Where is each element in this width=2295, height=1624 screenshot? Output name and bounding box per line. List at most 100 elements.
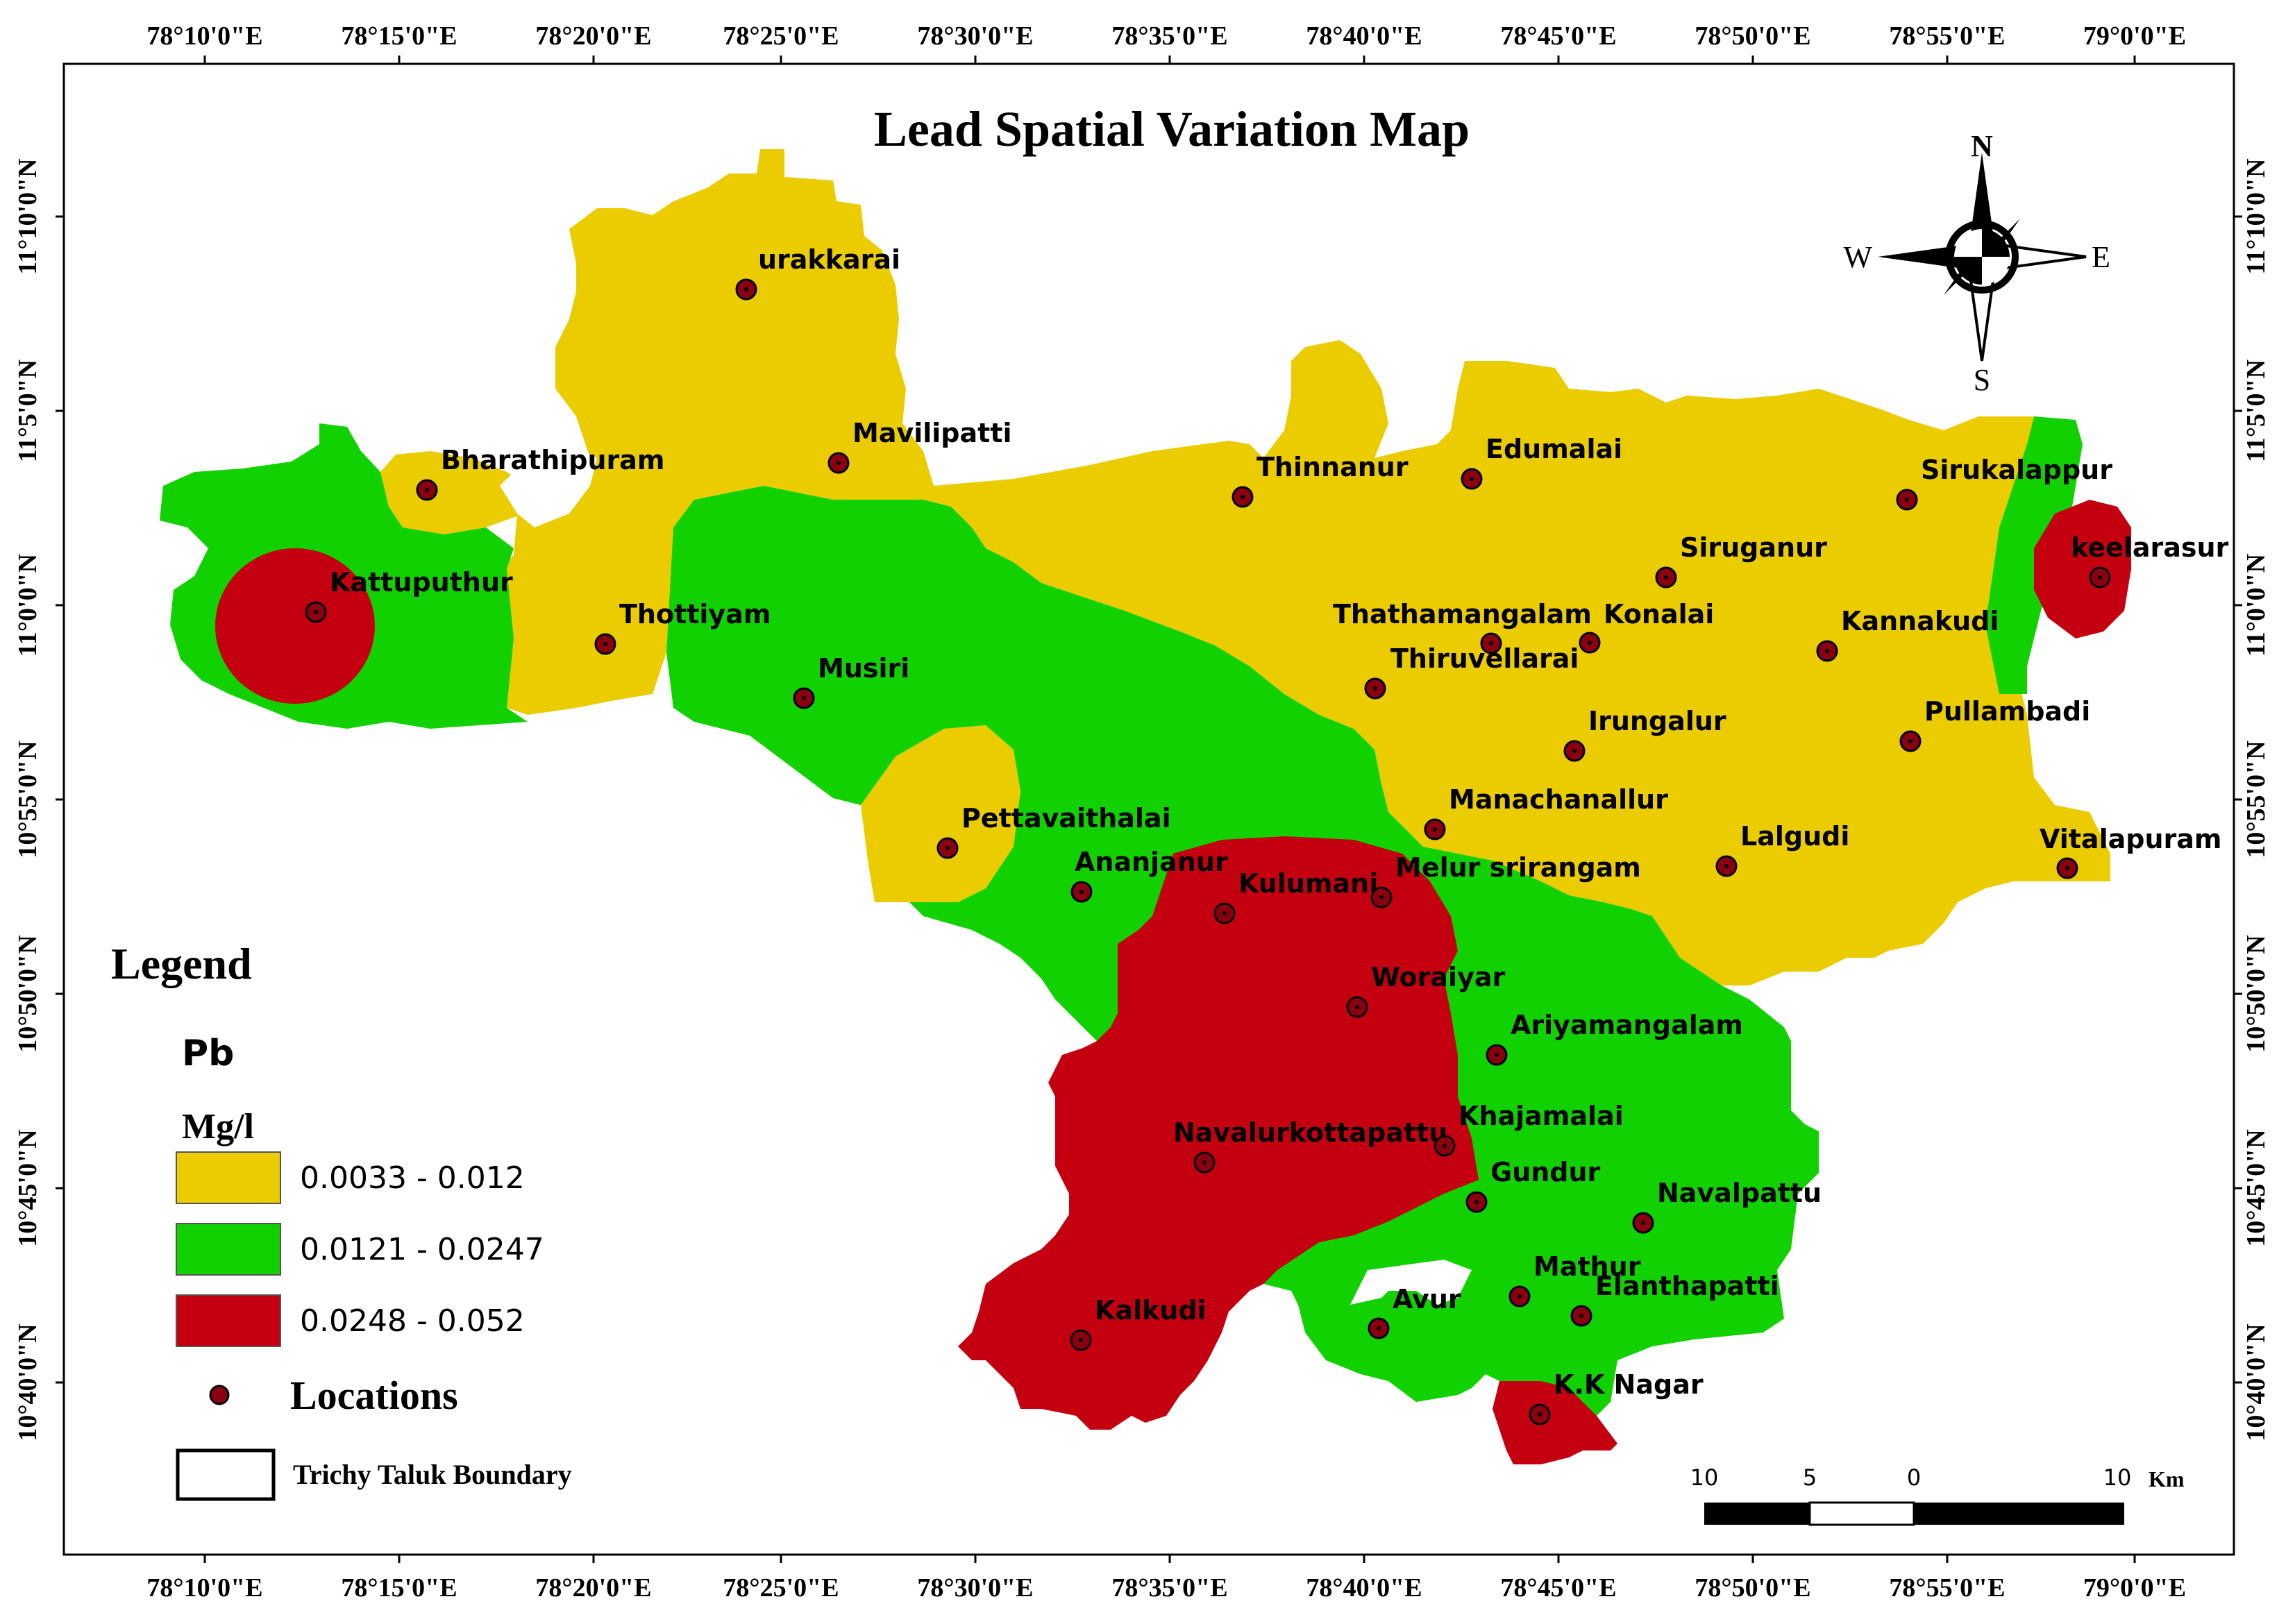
legend-boundary-label: Trichy Taluk Boundary (293, 1459, 572, 1490)
lat-tick-label-right: 10°40'0"N (2242, 1323, 2271, 1441)
location-dot-center (1579, 1314, 1583, 1318)
location-label: Kannakudi (1841, 606, 1999, 636)
location-marker: Musiri (793, 653, 909, 709)
lon-tick-label-bottom: 78°35'0"E (1111, 1573, 1227, 1602)
location-label: urakkarai (758, 244, 900, 275)
map-title: Lead Spatial Variation Map (874, 101, 1470, 157)
location-label: Thathamangalam (1333, 599, 1592, 629)
zone-class-3 (215, 500, 2131, 1464)
location-dot-center (1202, 1160, 1207, 1165)
location-label: Kulumani (1238, 868, 1378, 899)
lon-tick-label-top: 78°35'0"E (1111, 22, 1227, 51)
compass-w-label: W (1843, 240, 1872, 274)
location-dot-center (1222, 911, 1227, 915)
location-marker: Irungalur (1563, 706, 1726, 762)
location-dot-center (425, 488, 429, 492)
location-dot-center (1355, 1005, 1359, 1009)
lat-tick-label-right: 11°0'0"N (2242, 554, 2271, 657)
locations-layer: urakkarai Mavilipatti Bharathipuram Kattupu… (305, 244, 2229, 1426)
location-label: Bharathipuram (441, 445, 665, 475)
lat-tick-label-right: 10°50'0"N (2242, 935, 2271, 1052)
location-dot-center (1664, 575, 1668, 580)
lat-tick-label-left: 11°5'0"N (13, 360, 42, 462)
location-label: Thinnanur (1256, 452, 1409, 482)
location-marker: Kulumani (1213, 868, 1378, 924)
legend-swatch-class-3 (176, 1294, 281, 1347)
legend-range-class-1: 0.0033 - 0.012 (300, 1160, 525, 1196)
location-marker: Mathur (1508, 1251, 1641, 1308)
location-dot-center (1495, 1053, 1499, 1057)
location-marker: Edumalai (1461, 434, 1622, 490)
legend: Legend Pb Mg/l 0.0033 - 0.012 0.0121 - 0… (111, 939, 572, 1501)
location-dot-center (1433, 827, 1437, 831)
location-marker: Bharathipuram (416, 445, 665, 501)
location-dot-center (2098, 575, 2102, 580)
location-label: Navalpattu (1657, 1178, 1822, 1208)
location-label: Khajamalai (1458, 1101, 1624, 1131)
location-dot-center (1641, 1221, 1645, 1225)
location-label: Navalurkottapattu (1173, 1117, 1447, 1148)
lon-tick-label-bottom: 78°55'0"E (1889, 1573, 2005, 1602)
location-dot-center (1538, 1412, 1542, 1416)
north-arrow: N S E W (1843, 129, 2110, 397)
zone-red-south (958, 836, 1479, 1430)
compass-center-tl (1954, 229, 1982, 257)
location-dot-center (1572, 749, 1577, 753)
location-label: keelarasur (2071, 532, 2229, 563)
location-dot-center (1905, 498, 1909, 502)
zone-yellow-pettavaithalai (861, 725, 1020, 902)
location-dot-center (1518, 1294, 1522, 1299)
location-marker: Pettavaithalai (936, 803, 1171, 859)
scale-unit: Km (2149, 1466, 2185, 1491)
location-label: Melur srirangam (1395, 852, 1641, 883)
location-dot-center (945, 846, 950, 850)
lon-tick-label-top: 79°0'0"E (2083, 22, 2186, 51)
compass-s-label: S (1974, 363, 1990, 397)
scale-bar: 10 5 0 10 Km (1690, 1464, 2185, 1526)
location-marker: Kannakudi (1816, 606, 1999, 662)
location-label: Avur (1393, 1284, 1461, 1314)
scale-seg-1 (1704, 1503, 1810, 1525)
location-dot-center (1474, 1200, 1479, 1204)
location-label: Siruganur (1680, 532, 1827, 563)
lat-tick-label-left: 10°50'0"N (13, 935, 42, 1052)
location-label: Thottiyam (619, 599, 771, 629)
location-marker: Ariyamangalam (1486, 1010, 1743, 1066)
scale-label-2: 0 (1907, 1464, 1921, 1491)
location-dot-center (1241, 495, 1245, 499)
location-label: Kalkudi (1095, 1295, 1207, 1326)
location-marker: Sirukalappur (1896, 455, 2112, 511)
location-dot-center (1373, 686, 1377, 691)
legend-locations-label: Locations (290, 1373, 458, 1418)
zone-red-keelarasur (2034, 500, 2131, 638)
location-dot-center (603, 642, 607, 646)
legend-parameter: Pb (182, 1033, 234, 1074)
location-marker: Thinnanur (1231, 452, 1409, 508)
location-marker: Siruganur (1655, 532, 1827, 589)
location-dot-center (1079, 1338, 1083, 1342)
location-marker: K.K Nagar (1529, 1369, 1704, 1426)
location-marker: Navalpattu (1632, 1178, 1822, 1234)
legend-swatch-class-1 (176, 1151, 281, 1204)
zone-red-kknagar (1493, 1381, 1617, 1464)
legend-boundary-symbol (176, 1448, 276, 1501)
location-marker: Kattuputhur (305, 567, 513, 623)
scale-seg-2 (1808, 1501, 1915, 1526)
location-label: Vitalapuram (2040, 824, 2221, 854)
location-marker: Lalgudi (1715, 821, 1849, 877)
compass-north-arrow (1969, 153, 1994, 243)
location-marker: Pullambadi (1899, 696, 2090, 752)
location-dot-center (1588, 641, 1592, 645)
location-marker: keelarasur (2071, 532, 2229, 589)
lat-tick-label-right: 11°5'0"N (2242, 360, 2271, 462)
location-dot-center (1443, 1144, 1447, 1148)
location-marker: Ananjanur (1070, 847, 1228, 903)
compass-n-label: N (1971, 129, 1993, 163)
lon-tick-label-top: 78°45'0"E (1500, 22, 1616, 51)
location-dot-center (1377, 1326, 1381, 1330)
lon-tick-label-top: 78°40'0"E (1306, 22, 1422, 51)
location-marker: Avur (1368, 1284, 1461, 1339)
scale-seg-3 (1914, 1503, 2124, 1525)
lon-tick-label-bottom: 78°20'0"E (535, 1573, 651, 1602)
legend-unit: Mg/l (182, 1107, 254, 1147)
